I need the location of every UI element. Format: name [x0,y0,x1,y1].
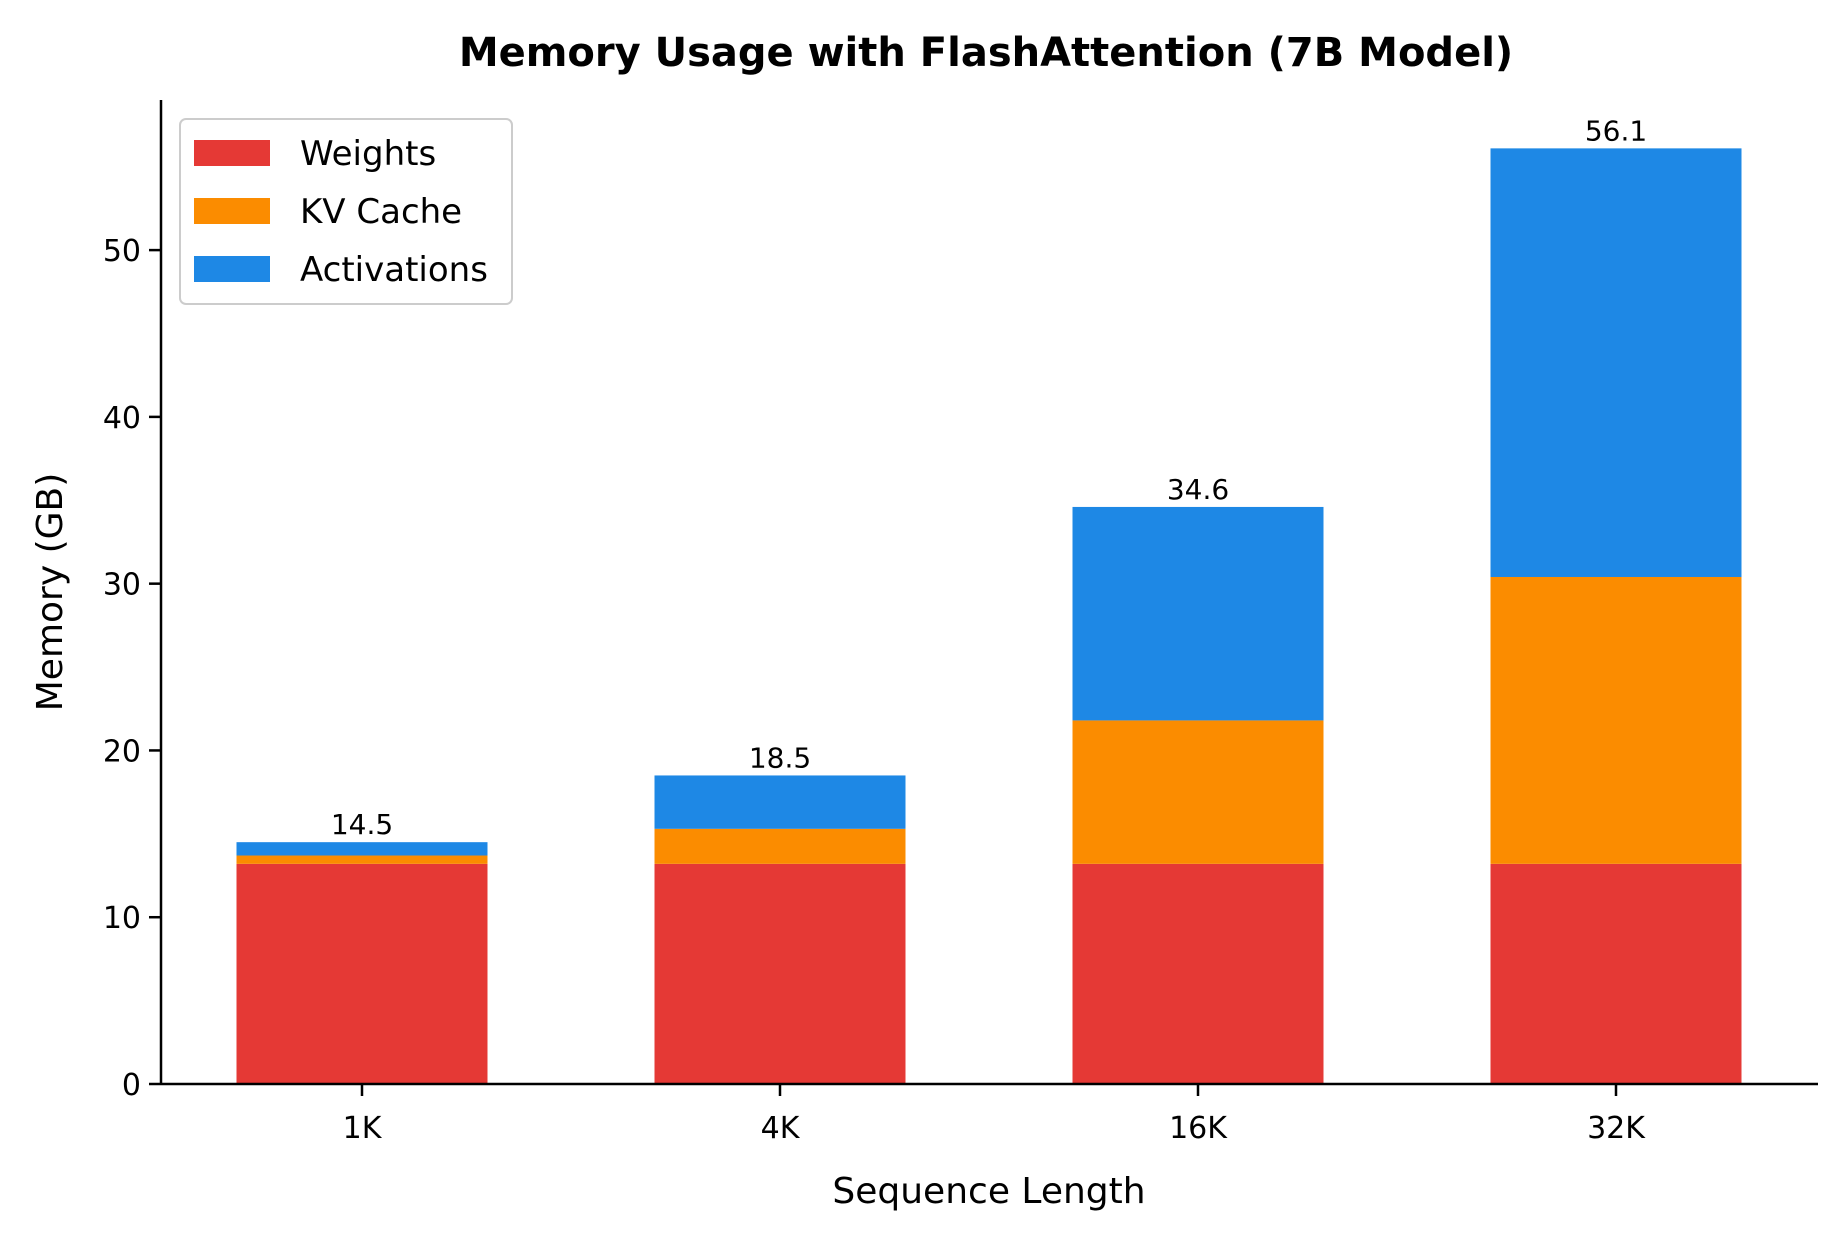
bar-total-label: 14.5 [331,808,393,841]
x-axis-ticks: 1K 4K 16K 32K [343,1084,1646,1146]
legend-swatch-kv-cache [194,198,270,224]
x-tick-label: 1K [343,1111,383,1146]
bar-segment-weights [1072,863,1324,1084]
bar-segment-weights [236,863,488,1084]
x-tick-label: 32K [1587,1111,1646,1146]
bar-segment-kv-cache [236,855,488,864]
x-tick-label: 16K [1169,1111,1228,1146]
bar-segment-kv-cache [1490,576,1742,864]
chart-title: Memory Usage with FlashAttention (7B Mod… [459,30,1513,76]
x-tick-label: 4K [761,1111,801,1146]
legend-label-weights: Weights [300,134,436,174]
x-axis-label: Sequence Length [832,1171,1145,1212]
legend-swatch-activations [194,256,270,282]
bar-segment-kv-cache [1072,720,1324,864]
bar-segment-activations [1490,148,1742,577]
legend-swatch-weights [194,140,270,166]
y-tick-label: 30 [103,568,141,603]
plot-area: 14.5 18.5 34.6 56.1 [236,114,1742,1084]
bar-total-label: 18.5 [749,741,811,774]
y-axis-label: Memory (GB) [30,473,71,712]
legend-label-kv-cache: KV Cache [300,192,462,232]
bar-segment-activations [1072,506,1324,721]
y-tick-label: 20 [103,734,141,769]
bar-segment-weights [1490,863,1742,1084]
bar-total-label: 34.6 [1167,473,1229,506]
y-axis-ticks: 0 10 20 30 40 50 [103,234,161,1103]
legend: Weights KV Cache Activations [179,118,513,305]
bar-total-label: 56.1 [1585,114,1647,147]
y-tick-label: 0 [122,1068,141,1103]
bar-segment-activations [236,842,488,856]
bar-segment-activations [654,775,906,829]
y-tick-label: 10 [103,901,141,936]
bar-segment-kv-cache [654,828,906,864]
legend-label-activations: Activations [300,250,488,290]
y-tick-label: 40 [103,401,141,436]
bar-segment-weights [654,863,906,1084]
y-tick-label: 50 [103,234,141,269]
